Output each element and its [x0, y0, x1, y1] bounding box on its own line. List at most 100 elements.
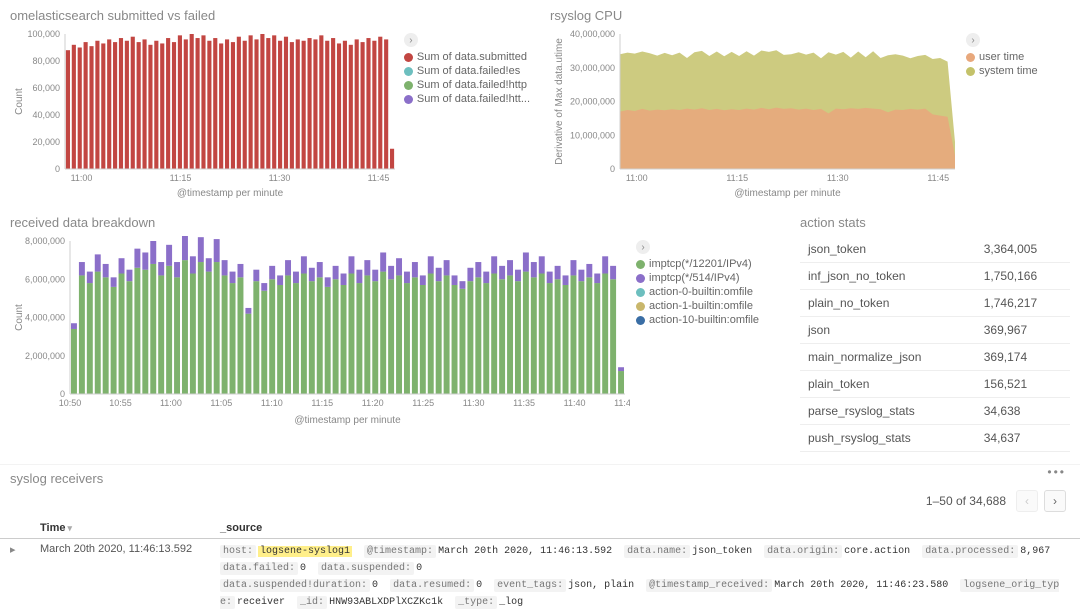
legend-item[interactable]: action-10-builtin:omfile: [636, 314, 759, 326]
time-column-header[interactable]: Time▾: [40, 522, 200, 534]
svg-text:60,000: 60,000: [32, 83, 60, 93]
chart3-legend-toggle[interactable]: ›: [636, 240, 650, 254]
svg-text:8,000,000: 8,000,000: [25, 236, 65, 246]
legend-item[interactable]: Sum of data.failed!es: [404, 65, 530, 77]
svg-text:11:05: 11:05: [210, 398, 232, 408]
legend-dot: [636, 302, 645, 311]
legend-item[interactable]: system time: [966, 65, 1038, 77]
panel-action-stats: action stats json_token3,364,005inf_json…: [790, 207, 1080, 460]
svg-text:Derivative of Max data.utime: Derivative of Max data.utime: [554, 38, 565, 165]
stats-name: main_normalize_json: [800, 344, 976, 371]
chart2-legend: › user time system time: [960, 29, 1038, 199]
svg-text:0: 0: [55, 164, 60, 174]
svg-text:30,000,000: 30,000,000: [570, 63, 615, 73]
legend-label: imptcp(*/12201/IPv4): [649, 258, 752, 270]
legend-dot: [404, 81, 413, 90]
legend-item[interactable]: user time: [966, 51, 1038, 63]
svg-text:20,000,000: 20,000,000: [570, 97, 615, 107]
svg-text:11:15: 11:15: [726, 173, 748, 183]
svg-text:11:00: 11:00: [160, 398, 182, 408]
svg-text:11:10: 11:10: [261, 398, 283, 408]
legend-item[interactable]: Sum of data.submitted: [404, 51, 530, 63]
chart1-legend: › Sum of data.submitted Sum of data.faile…: [398, 29, 530, 199]
legend-item[interactable]: action-1-builtin:omfile: [636, 300, 759, 312]
legend-label: action-10-builtin:omfile: [649, 314, 759, 326]
panel-menu-icon[interactable]: •••: [1047, 465, 1066, 479]
table-row: ▸ March 20th 2020, 11:46:13.592 host:log…: [0, 539, 1080, 615]
stats-value: 369,174: [976, 344, 1070, 371]
svg-text:100,000: 100,000: [27, 29, 60, 39]
svg-text:11:25: 11:25: [412, 398, 434, 408]
legend-item[interactable]: Sum of data.failed!htt...: [404, 93, 530, 105]
legend-dot: [636, 274, 645, 283]
receivers-title: syslog receivers: [0, 465, 1080, 486]
stats-row: inf_json_no_token1,750,166: [800, 263, 1070, 290]
log-table-header: Time▾ _source: [0, 518, 1080, 539]
legend-label: action-1-builtin:omfile: [649, 300, 753, 312]
legend-item[interactable]: Sum of data.failed!http: [404, 79, 530, 91]
svg-text:11:15: 11:15: [170, 173, 192, 183]
source-column-header[interactable]: _source: [220, 522, 262, 534]
pager-prev-button[interactable]: ‹: [1016, 490, 1038, 512]
stats-name: inf_json_no_token: [800, 263, 976, 290]
stats-name: json_token: [800, 236, 976, 263]
chart1-title: omelasticsearch submitted vs failed: [10, 8, 530, 23]
svg-text:10:55: 10:55: [109, 398, 132, 408]
svg-text:@timestamp per minute: @timestamp per minute: [177, 188, 284, 199]
expand-row-icon[interactable]: ▸: [10, 543, 20, 556]
legend-item[interactable]: imptcp(*/12201/IPv4): [636, 258, 759, 270]
chart2-legend-toggle[interactable]: ›: [966, 33, 980, 47]
chart1-svg: 020,00040,00060,00080,000100,000Count11:…: [10, 29, 398, 199]
legend-label: Sum of data.submitted: [417, 51, 527, 63]
stats-value: 34,637: [976, 425, 1070, 452]
svg-text:40,000,000: 40,000,000: [570, 29, 615, 39]
svg-text:11:00: 11:00: [626, 173, 648, 183]
svg-text:4,000,000: 4,000,000: [25, 313, 65, 323]
svg-text:11:45: 11:45: [614, 398, 630, 408]
legend-dot: [404, 67, 413, 76]
svg-text:6,000,000: 6,000,000: [25, 274, 65, 284]
legend-dot: [966, 67, 975, 76]
stats-value: 1,750,166: [976, 263, 1070, 290]
legend-item[interactable]: action-0-builtin:omfile: [636, 286, 759, 298]
stats-row: main_normalize_json369,174: [800, 344, 1070, 371]
stats-value: 369,967: [976, 317, 1070, 344]
svg-text:11:30: 11:30: [269, 173, 291, 183]
stats-row: plain_no_token1,746,217: [800, 290, 1070, 317]
pager-info: 1–50 of 34,688: [926, 494, 1006, 508]
svg-text:11:45: 11:45: [368, 173, 390, 183]
panel-breakdown: received data breakdown 02,000,0004,000,…: [0, 207, 790, 460]
stats-value: 34,638: [976, 398, 1070, 425]
svg-text:@timestamp per minute: @timestamp per minute: [294, 415, 401, 426]
svg-text:11:30: 11:30: [463, 398, 485, 408]
action-stats-title: action stats: [800, 215, 1070, 230]
stats-row: push_rsyslog_stats34,637: [800, 425, 1070, 452]
legend-label: imptcp(*/514/IPv4): [649, 272, 739, 284]
stats-row: json_token3,364,005: [800, 236, 1070, 263]
stats-row: parse_rsyslog_stats34,638: [800, 398, 1070, 425]
svg-text:11:35: 11:35: [513, 398, 535, 408]
legend-dot: [636, 316, 645, 325]
legend-dot: [966, 53, 975, 62]
legend-label: action-0-builtin:omfile: [649, 286, 753, 298]
row-source: host:logsene-syslog1 @timestamp:March 20…: [220, 543, 1070, 611]
stats-value: 1,746,217: [976, 290, 1070, 317]
svg-text:11:20: 11:20: [362, 398, 384, 408]
chart1-legend-toggle[interactable]: ›: [404, 33, 418, 47]
chart3-legend: › imptcp(*/12201/IPv4) imptcp(*/514/IPv4)…: [630, 236, 759, 426]
legend-dot: [404, 95, 413, 104]
action-stats-table: json_token3,364,005inf_json_no_token1,75…: [800, 236, 1070, 452]
stats-name: push_rsyslog_stats: [800, 425, 976, 452]
sort-desc-icon: ▾: [67, 523, 72, 533]
legend-dot: [636, 260, 645, 269]
svg-text:0: 0: [610, 164, 615, 174]
svg-text:11:30: 11:30: [827, 173, 849, 183]
pager-next-button[interactable]: ›: [1044, 490, 1066, 512]
legend-label: user time: [979, 51, 1024, 63]
legend-item[interactable]: imptcp(*/514/IPv4): [636, 272, 759, 284]
svg-text:10:50: 10:50: [59, 398, 82, 408]
panel-rsyslog-cpu: rsyslog CPU 010,000,00020,000,00030,000,…: [540, 0, 1080, 207]
legend-label: Sum of data.failed!es: [417, 65, 520, 77]
legend-label: system time: [979, 65, 1038, 77]
svg-text:11:45: 11:45: [927, 173, 949, 183]
